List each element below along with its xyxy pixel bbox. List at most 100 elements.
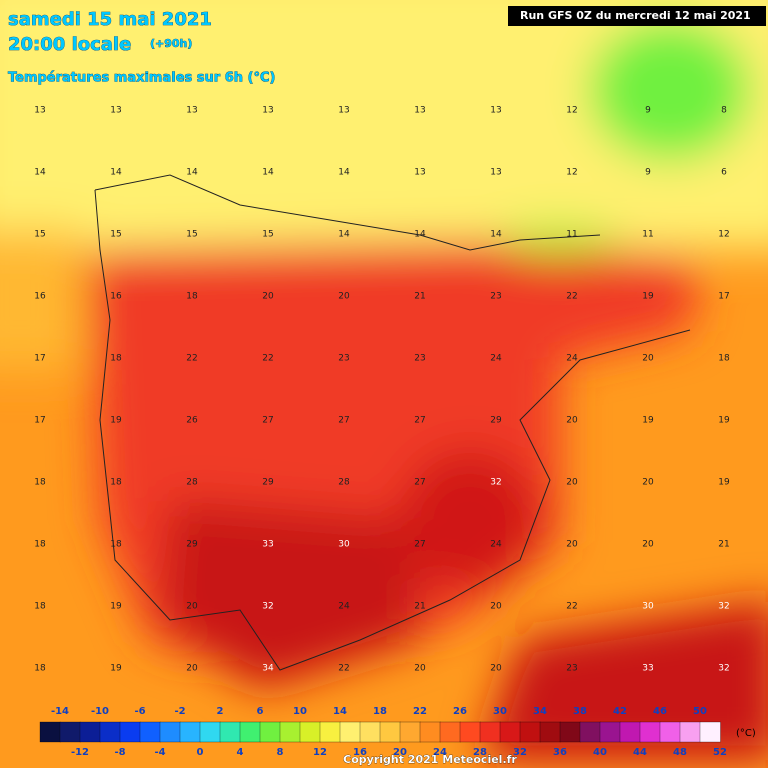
grid-value: 17 xyxy=(34,416,45,426)
grid-value: 11 xyxy=(566,230,577,240)
grid-value: 20 xyxy=(642,540,654,550)
date: samedi 15 mai 2021 xyxy=(8,9,212,30)
grid-value: 20 xyxy=(186,602,198,612)
scale-label: 32 xyxy=(513,747,527,758)
grid-value: 13 xyxy=(262,106,273,116)
grid-value: 19 xyxy=(718,478,730,488)
grid-value: 32 xyxy=(490,478,501,488)
grid-value: 16 xyxy=(34,292,46,302)
scale-label: 14 xyxy=(333,706,347,717)
grid-value: 15 xyxy=(34,230,45,240)
grid-value: 24 xyxy=(566,354,578,364)
copyright: Copyright 2021 Meteociel.fr xyxy=(343,753,517,766)
grid-value: 22 xyxy=(262,354,273,364)
grid-value: 14 xyxy=(338,230,350,240)
grid-value: 20 xyxy=(642,478,654,488)
color-scale: -14 -10 -6 -2 2 6 10 14 18 22 26 30 34 38 42 46 50-12 -8-… xyxy=(39,706,727,758)
scale-swatch xyxy=(619,721,641,743)
coastline xyxy=(94,174,691,671)
grid-value: 19 xyxy=(642,292,654,302)
scale-label: 22 xyxy=(413,706,427,717)
grid-value: 15 xyxy=(262,230,273,240)
scale-swatch xyxy=(159,721,181,743)
scale-swatch xyxy=(379,721,401,743)
grid-value: 18 xyxy=(34,664,46,674)
scale-swatch xyxy=(479,721,501,743)
grid-value: 13 xyxy=(34,106,45,116)
grid-value: 28 xyxy=(186,478,198,488)
scale-label: 4 xyxy=(237,747,244,758)
grid-value: 29 xyxy=(262,478,274,488)
scale-swatch xyxy=(659,721,681,743)
grid-value: 23 xyxy=(490,292,501,302)
grid-value: 23 xyxy=(566,664,577,674)
scale-swatch xyxy=(399,721,421,743)
scale-label: 20 xyxy=(393,747,407,758)
scale-swatch xyxy=(519,721,541,743)
scale-swatch xyxy=(39,721,61,743)
grid-value: 22 xyxy=(566,292,577,302)
scale-label: 48 xyxy=(673,747,687,758)
grid-value: 14 xyxy=(490,230,502,240)
grid-value: 29 xyxy=(186,540,198,550)
scale-label: 50 xyxy=(693,706,707,717)
grid-value: 13 xyxy=(338,106,349,116)
scale-swatch xyxy=(339,721,361,743)
grid-value: 12 xyxy=(566,106,577,116)
grid-value: 22 xyxy=(186,354,197,364)
scale-swatch xyxy=(319,721,341,743)
scale-label: 38 xyxy=(573,706,587,717)
grid-value: 18 xyxy=(718,354,730,364)
grid-value: 20 xyxy=(490,602,502,612)
grid-value: 20 xyxy=(490,664,502,674)
grid-value: 11 xyxy=(642,230,653,240)
scale-swatch xyxy=(559,721,581,743)
grid-value: 18 xyxy=(110,354,122,364)
scale-swatch xyxy=(239,721,261,743)
scale-label: -10 xyxy=(91,706,109,717)
grid-value: 12 xyxy=(566,168,577,178)
grid-value: 6 xyxy=(721,168,727,178)
grid-value: 12 xyxy=(718,230,729,240)
scale-label: 16 xyxy=(353,747,367,758)
grid-value: 27 xyxy=(262,416,273,426)
grid-value: 18 xyxy=(110,478,122,488)
grid-value: 34 xyxy=(262,664,274,674)
grid-value: 15 xyxy=(110,230,121,240)
scale-label: 42 xyxy=(613,706,627,717)
grid-value: 14 xyxy=(414,230,426,240)
grid-value: 21 xyxy=(718,540,729,550)
scale-swatch xyxy=(199,721,221,743)
grid-value: 18 xyxy=(186,292,198,302)
lead-time: (+90h) xyxy=(150,37,192,50)
grid-value: 18 xyxy=(34,602,46,612)
grid-value: 32 xyxy=(718,664,729,674)
value-grid: 13 13 13 13 13 13 13 12 9 8 14 14 14 14 14 13 13 12 9 6 15 15… xyxy=(34,106,730,674)
grid-value: 33 xyxy=(262,540,273,550)
scale-swatch xyxy=(79,721,101,743)
grid-value: 24 xyxy=(338,602,350,612)
scale-label: 52 xyxy=(713,747,727,758)
scale-swatch xyxy=(639,721,661,743)
scale-label: 2 xyxy=(217,706,224,717)
scale-unit: (°C) xyxy=(736,728,756,739)
scale-label: -12 xyxy=(71,747,89,758)
grid-value: 14 xyxy=(34,168,46,178)
scale-label: 36 xyxy=(553,747,567,758)
grid-value: 26 xyxy=(186,416,198,426)
grid-value: 22 xyxy=(566,602,577,612)
scale-label: 0 xyxy=(197,747,204,758)
grid-value: 28 xyxy=(338,478,350,488)
grid-value: 9 xyxy=(645,106,651,116)
grid-value: 19 xyxy=(110,416,122,426)
grid-value: 14 xyxy=(110,168,122,178)
grid-value: 18 xyxy=(110,540,122,550)
grid-value: 29 xyxy=(490,416,502,426)
grid-value: 13 xyxy=(490,106,501,116)
grid-value: 20 xyxy=(566,540,578,550)
grid-value: 13 xyxy=(186,106,197,116)
grid-value: 20 xyxy=(186,664,198,674)
time: 20:00 locale xyxy=(8,34,131,55)
scale-label: 46 xyxy=(653,706,667,717)
